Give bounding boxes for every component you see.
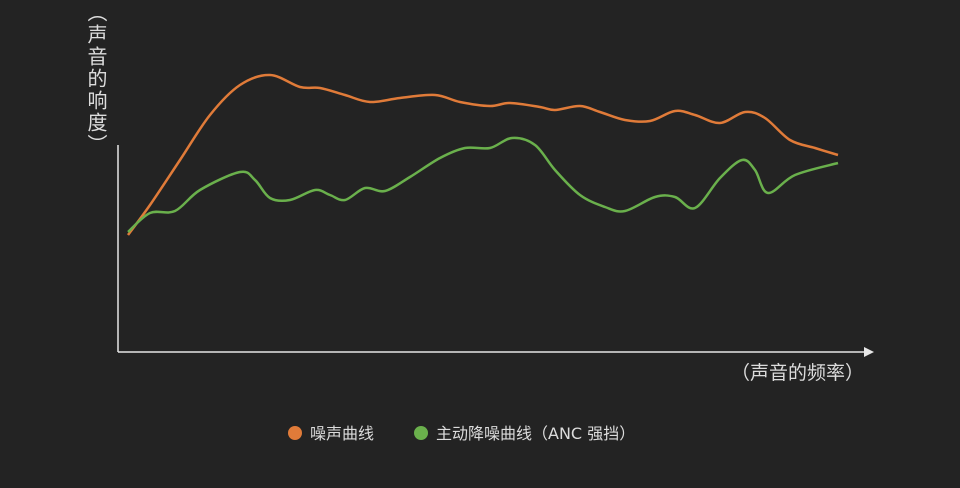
legend-label: 噪声曲线 bbox=[310, 424, 374, 443]
x-axis-label: （声音的频率） bbox=[731, 362, 864, 384]
x-axis-arrow bbox=[864, 347, 874, 357]
y-axis-label: （声音的响度） bbox=[84, 2, 108, 156]
legend-label: 主动降噪曲线（ANC 强挡） bbox=[436, 424, 635, 443]
line-series bbox=[127, 136, 839, 233]
line-series bbox=[126, 73, 839, 236]
legend-marker bbox=[414, 426, 429, 440]
legend-marker bbox=[288, 426, 302, 440]
